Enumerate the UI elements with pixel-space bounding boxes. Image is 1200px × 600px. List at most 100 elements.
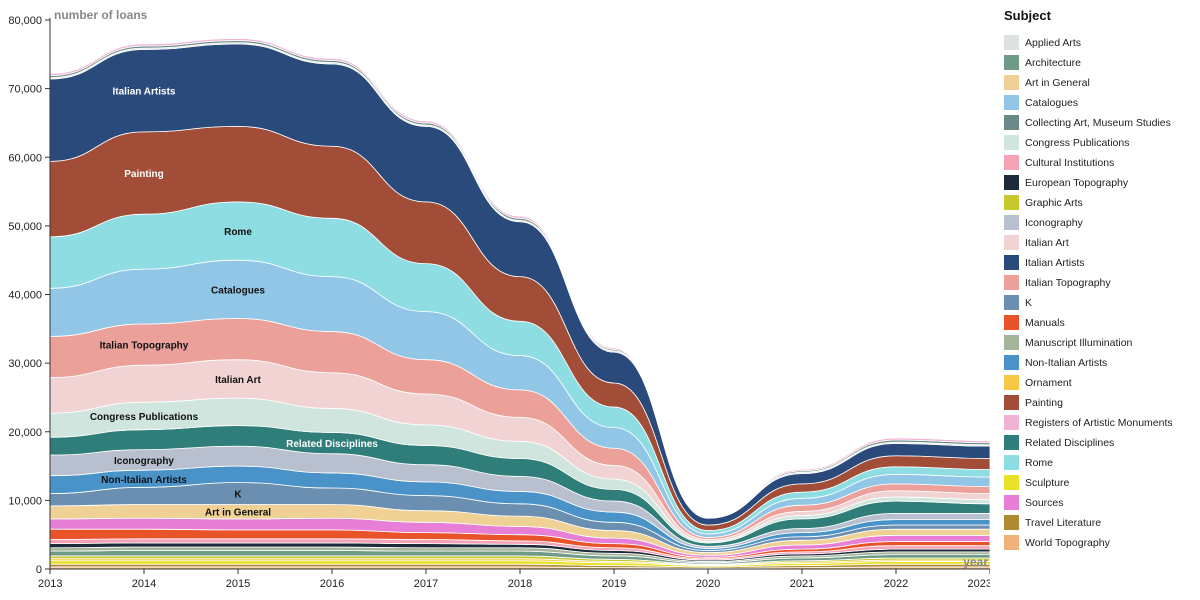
stream-label-art-in-general: Art in General xyxy=(205,508,271,519)
legend-swatch xyxy=(1004,55,1019,70)
legend: Subject Applied Arts Architecture Art in G… xyxy=(1004,8,1194,555)
stream-label-painting: Painting xyxy=(124,169,163,180)
x-tick-label: 2014 xyxy=(132,578,156,590)
legend-item-iconography[interactable]: Iconography xyxy=(1004,215,1194,230)
legend-item-rome[interactable]: Rome xyxy=(1004,455,1194,470)
stream-label-non-italian-artists: Non-Italian Artists xyxy=(101,475,187,486)
x-tick-label: 2013 xyxy=(38,578,62,590)
legend-item-italian-topography[interactable]: Italian Topography xyxy=(1004,275,1194,290)
stream-label-related-disciplines: Related Disciplines xyxy=(286,439,378,450)
legend-item-congress-publications[interactable]: Congress Publications xyxy=(1004,135,1194,150)
x-tick-label: 2019 xyxy=(602,578,626,590)
legend-swatch xyxy=(1004,175,1019,190)
legend-item-non-italian-artists[interactable]: Non-Italian Artists xyxy=(1004,355,1194,370)
legend-label: Architecture xyxy=(1025,57,1082,69)
legend-label: Cultural Institutions xyxy=(1025,157,1115,169)
y-tick-label: 60,000 xyxy=(8,152,42,164)
legend-item-catalogues[interactable]: Catalogues xyxy=(1004,95,1194,110)
legend-label: Catalogues xyxy=(1025,97,1079,109)
legend-label: Sources xyxy=(1025,497,1064,509)
legend-item-art-in-general[interactable]: Art in General xyxy=(1004,75,1194,90)
legend-item-italian-artists[interactable]: Italian Artists xyxy=(1004,255,1194,270)
legend-swatch xyxy=(1004,335,1019,350)
legend-label: Ornament xyxy=(1025,377,1072,389)
x-tick-label: 2021 xyxy=(790,578,814,590)
legend-label: Sculpture xyxy=(1025,477,1070,489)
legend-item-graphic-arts[interactable]: Graphic Arts xyxy=(1004,195,1194,210)
legend-swatch xyxy=(1004,195,1019,210)
legend-label: Congress Publications xyxy=(1025,137,1130,149)
legend-swatch xyxy=(1004,475,1019,490)
legend-swatch xyxy=(1004,515,1019,530)
y-tick-label: 80,000 xyxy=(8,15,42,27)
legend-item-travel-literature[interactable]: Travel Literature xyxy=(1004,515,1194,530)
legend-label: Applied Arts xyxy=(1025,37,1082,49)
legend-swatch xyxy=(1004,115,1019,130)
legend-label: Graphic Arts xyxy=(1025,197,1083,209)
legend-label: Italian Artists xyxy=(1025,257,1085,269)
legend-item-sculpture[interactable]: Sculpture xyxy=(1004,475,1194,490)
legend-swatch xyxy=(1004,215,1019,230)
legend-title: Subject xyxy=(1004,8,1051,23)
stream-label-k: K xyxy=(234,490,242,501)
x-axis: 2013 2014 2015 2016 2017 2018 2019 2020 2021 2022… xyxy=(38,568,990,590)
y-tick-label: 20,000 xyxy=(8,427,42,439)
stream-label-congress-publications: Congress Publications xyxy=(90,412,199,423)
legend-label: Art in General xyxy=(1025,77,1090,89)
legend-item-sources[interactable]: Sources xyxy=(1004,495,1194,510)
y-tick-label: 50,000 xyxy=(8,221,42,233)
legend-label: K xyxy=(1025,297,1033,309)
x-tick-label: 2015 xyxy=(226,578,250,590)
legend-swatch xyxy=(1004,155,1019,170)
legend-swatch xyxy=(1004,275,1019,290)
legend-label: Painting xyxy=(1025,397,1063,409)
x-tick-label: 2018 xyxy=(508,578,532,590)
legend-item-k[interactable]: K xyxy=(1004,295,1194,310)
legend-item-manuscript-illumination[interactable]: Manuscript Illumination xyxy=(1004,335,1194,350)
x-tick-label: 2017 xyxy=(414,578,438,590)
legend-label: Non-Italian Artists xyxy=(1025,357,1108,369)
stream-label-catalogues: Catalogues xyxy=(211,285,265,296)
legend-items: Applied Arts Architecture Art in General Ca… xyxy=(1004,35,1194,550)
x-axis-title: year xyxy=(963,555,988,569)
legend-label: Iconography xyxy=(1025,217,1083,229)
legend-swatch xyxy=(1004,395,1019,410)
legend-swatch xyxy=(1004,495,1019,510)
y-tick-label: 70,000 xyxy=(8,84,42,96)
legend-label: Collecting Art, Museum Studies xyxy=(1025,117,1171,129)
legend-label: Italian Topography xyxy=(1025,277,1111,289)
legend-label: Related Disciplines xyxy=(1025,437,1115,449)
legend-swatch xyxy=(1004,295,1019,310)
legend-item-cultural-institutions[interactable]: Cultural Institutions xyxy=(1004,155,1194,170)
legend-swatch xyxy=(1004,35,1019,50)
legend-swatch xyxy=(1004,235,1019,250)
legend-label: Travel Literature xyxy=(1025,517,1102,529)
legend-swatch xyxy=(1004,455,1019,470)
legend-swatch xyxy=(1004,355,1019,370)
legend-item-ornament[interactable]: Ornament xyxy=(1004,375,1194,390)
legend-item-collecting-art-museum-studies[interactable]: Collecting Art, Museum Studies xyxy=(1004,115,1194,130)
legend-swatch xyxy=(1004,415,1019,430)
legend-item-architecture[interactable]: Architecture xyxy=(1004,55,1194,70)
legend-item-related-disciplines[interactable]: Related Disciplines xyxy=(1004,435,1194,450)
legend-item-painting[interactable]: Painting xyxy=(1004,395,1194,410)
y-tick-label: 30,000 xyxy=(8,358,42,370)
legend-item-registers-of-artistic-monuments[interactable]: Registers of Artistic Monuments xyxy=(1004,415,1194,430)
legend-label: World Topography xyxy=(1025,537,1110,549)
x-tick-label: 2023 xyxy=(968,578,990,590)
legend-label: Manuscript Illumination xyxy=(1025,337,1133,349)
legend-label: Italian Art xyxy=(1025,237,1069,249)
legend-swatch xyxy=(1004,315,1019,330)
legend-item-applied-arts[interactable]: Applied Arts xyxy=(1004,35,1194,50)
stream-label-italian-topography: Italian Topography xyxy=(100,341,189,352)
legend-swatch xyxy=(1004,135,1019,150)
y-tick-label: 10,000 xyxy=(8,495,42,507)
legend-item-world-topography[interactable]: World Topography xyxy=(1004,535,1194,550)
legend-item-european-topography[interactable]: European Topography xyxy=(1004,175,1194,190)
legend-swatch xyxy=(1004,75,1019,90)
legend-swatch xyxy=(1004,95,1019,110)
legend-item-italian-art[interactable]: Italian Art xyxy=(1004,235,1194,250)
legend-label: Manuals xyxy=(1025,317,1065,329)
legend-item-manuals[interactable]: Manuals xyxy=(1004,315,1194,330)
